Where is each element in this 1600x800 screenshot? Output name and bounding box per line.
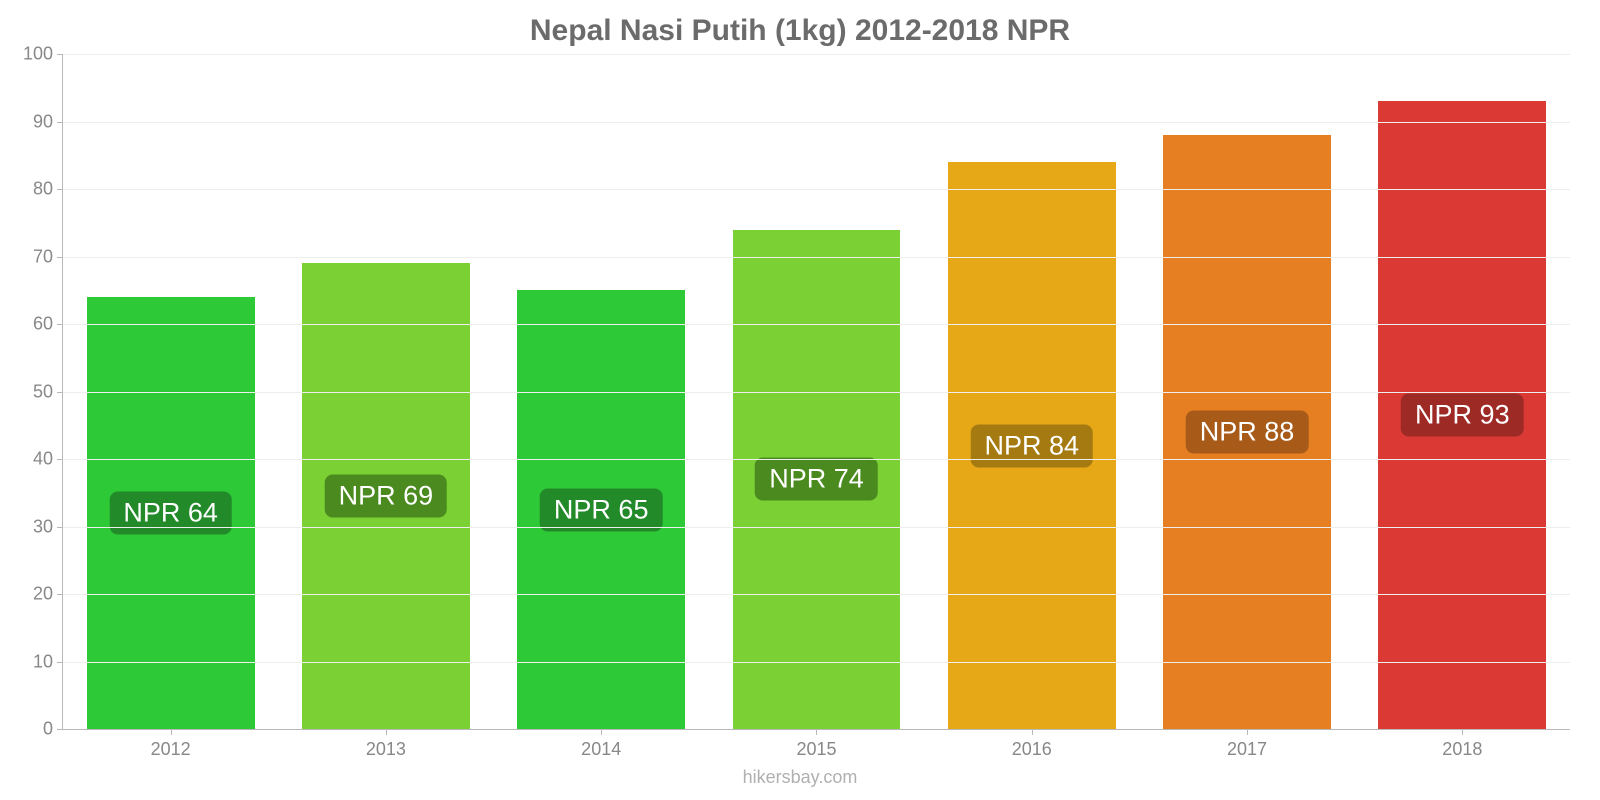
- bar: NPR 84: [948, 162, 1116, 729]
- y-tick-label: 40: [33, 449, 53, 470]
- grid-line: [63, 54, 1570, 55]
- y-tick-label: 50: [33, 381, 53, 402]
- source-attribution: hikersbay.com: [0, 767, 1600, 788]
- value-badge: NPR 84: [970, 424, 1093, 467]
- value-badge: NPR 88: [1186, 411, 1309, 454]
- grid-line: [63, 662, 1570, 663]
- chart-title: Nepal Nasi Putih (1kg) 2012-2018 NPR: [0, 0, 1600, 54]
- bar: NPR 88: [1163, 135, 1331, 729]
- y-tick-label: 80: [33, 179, 53, 200]
- y-tick-mark: [57, 324, 63, 325]
- y-tick-label: 10: [33, 651, 53, 672]
- x-tick-mark: [1247, 729, 1248, 735]
- bar: NPR 64: [87, 297, 255, 729]
- x-tick-mark: [171, 729, 172, 735]
- bar: NPR 65: [517, 290, 685, 729]
- x-tick-mark: [601, 729, 602, 735]
- grid-line: [63, 122, 1570, 123]
- bar: NPR 93: [1378, 101, 1546, 729]
- y-tick-label: 70: [33, 246, 53, 267]
- plot-row: NPR 64 2012 NPR 69 2013 NPR 65 2014 NPR 74 2015…: [0, 54, 1600, 800]
- y-tick-mark: [57, 662, 63, 663]
- x-tick-label: 2014: [581, 739, 621, 760]
- chart-container: Nepal Nasi Putih (1kg) 2012-2018 NPR NPR…: [0, 0, 1600, 800]
- value-badge: NPR 74: [755, 458, 878, 501]
- y-tick-mark: [57, 189, 63, 190]
- y-tick-label: 60: [33, 314, 53, 335]
- grid-line: [63, 189, 1570, 190]
- x-tick-label: 2015: [796, 739, 836, 760]
- x-tick-mark: [1032, 729, 1033, 735]
- x-tick-label: 2012: [151, 739, 191, 760]
- grid-line: [63, 257, 1570, 258]
- bar: NPR 74: [733, 230, 901, 730]
- x-tick-label: 2017: [1227, 739, 1267, 760]
- grid-line: [63, 324, 1570, 325]
- y-tick-label: 30: [33, 516, 53, 537]
- value-badge: NPR 64: [109, 492, 232, 535]
- y-tick-mark: [57, 122, 63, 123]
- value-badge: NPR 93: [1401, 394, 1524, 437]
- value-badge: NPR 69: [325, 475, 448, 518]
- y-tick-mark: [57, 257, 63, 258]
- value-badge: NPR 65: [540, 488, 663, 531]
- bar: NPR 69: [302, 263, 470, 729]
- y-tick-mark: [57, 54, 63, 55]
- y-tick-mark: [57, 392, 63, 393]
- x-tick-label: 2018: [1442, 739, 1482, 760]
- plot-area: NPR 642012NPR 692013NPR 652014NPR 742015…: [62, 54, 1570, 730]
- grid-line: [63, 392, 1570, 393]
- grid-line: [63, 594, 1570, 595]
- y-tick-mark: [57, 459, 63, 460]
- x-tick-mark: [1462, 729, 1463, 735]
- x-tick-label: 2016: [1012, 739, 1052, 760]
- y-tick-label: 90: [33, 111, 53, 132]
- x-tick-mark: [816, 729, 817, 735]
- y-tick-mark: [57, 527, 63, 528]
- y-tick-label: 100: [23, 44, 53, 65]
- y-tick-label: 20: [33, 584, 53, 605]
- grid-line: [63, 527, 1570, 528]
- grid-line: [63, 459, 1570, 460]
- x-tick-label: 2013: [366, 739, 406, 760]
- y-tick-mark: [57, 729, 63, 730]
- x-tick-mark: [386, 729, 387, 735]
- y-tick-label: 0: [43, 719, 53, 740]
- y-tick-mark: [57, 594, 63, 595]
